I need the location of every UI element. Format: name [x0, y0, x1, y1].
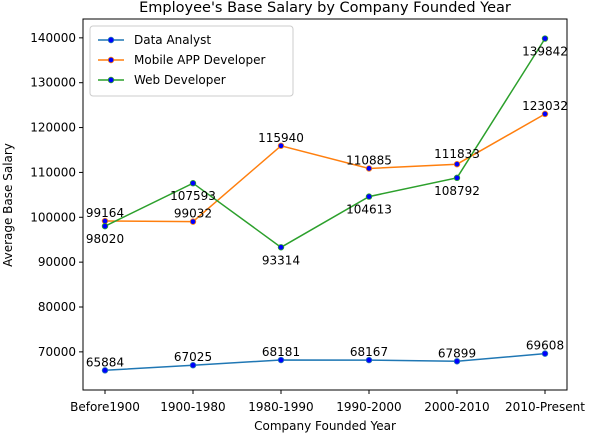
- x-tick-label: 1980-1990: [248, 400, 313, 414]
- data-point: [541, 350, 549, 357]
- legend-label: Data Analyst: [134, 33, 211, 47]
- data-label: 67025: [174, 350, 212, 364]
- x-axis-label: Company Founded Year: [254, 419, 396, 433]
- y-tick-label: 70000: [38, 345, 76, 359]
- data-point: [365, 356, 373, 364]
- data-point: [189, 180, 197, 187]
- data-point: [277, 244, 285, 251]
- data-label: 123032: [522, 99, 568, 113]
- legend-marker: [107, 36, 115, 44]
- data-label: 139842: [522, 45, 568, 59]
- legend: Data Analyst Mobile APP Developer Web Deve…: [89, 25, 294, 97]
- legend-label: Web Developer: [134, 73, 226, 87]
- x-tick-label: 1990-2000: [336, 400, 401, 414]
- data-point: [277, 356, 285, 364]
- y-tick-label: 130000: [30, 76, 76, 90]
- x-axis: Before1900 1900-1980 1980-1990 1990-2000 200…: [70, 390, 585, 414]
- data-label: 99032: [174, 207, 212, 221]
- legend-marker: [107, 76, 115, 84]
- data-point: [101, 367, 109, 374]
- x-tick-label: 1900-1980: [160, 400, 225, 414]
- legend-marker: [107, 56, 115, 64]
- data-label: 107593: [170, 189, 216, 203]
- y-axis: 70000 80000 90000 100000 110000 120000 130000 1…: [30, 31, 83, 359]
- data-label: 68181: [262, 345, 300, 359]
- data-label: 115940: [258, 131, 304, 145]
- data-point: [453, 174, 461, 182]
- y-tick-label: 100000: [30, 210, 76, 224]
- chart-title: Employee's Base Salary by Company Founde…: [139, 0, 511, 16]
- data-point: [453, 161, 461, 168]
- data-point: [365, 165, 373, 172]
- series-line: [104, 38, 546, 249]
- series-group: [101, 35, 549, 374]
- y-tick-label: 80000: [38, 300, 76, 314]
- data-point: [541, 110, 549, 118]
- data-label: 111833: [434, 147, 480, 161]
- data-label: 99164: [86, 206, 124, 220]
- data-point: [453, 358, 461, 365]
- data-point: [277, 142, 285, 149]
- data-label: 69608: [526, 339, 564, 353]
- y-tick-label: 90000: [38, 255, 76, 269]
- data-label: 68167: [350, 345, 388, 359]
- x-tick-label: Before1900: [70, 400, 140, 414]
- series-line: [104, 352, 546, 372]
- data-labels: 65884 67025 68181 68167 67899 69608 99164 99032…: [86, 45, 568, 370]
- plot-frame: [82, 18, 568, 391]
- data-point: [365, 193, 373, 200]
- data-label: 108792: [434, 184, 480, 198]
- data-point: [189, 362, 197, 369]
- data-label: 104613: [346, 203, 392, 217]
- y-tick-label: 120000: [30, 121, 76, 135]
- data-label: 98020: [86, 232, 124, 246]
- x-tick-label: 2000-2010: [424, 400, 489, 414]
- data-label: 65884: [86, 355, 124, 369]
- legend-label: Mobile APP Developer: [134, 53, 265, 67]
- data-label: 110885: [346, 153, 392, 167]
- data-point: [101, 222, 109, 230]
- data-label: 93314: [262, 253, 300, 267]
- y-tick-label: 110000: [30, 165, 76, 179]
- series-line: [104, 113, 546, 223]
- x-tick-label: 2010-Present: [505, 400, 585, 414]
- y-tick-label: 140000: [30, 31, 76, 45]
- data-point: [189, 218, 197, 225]
- legend-box: [89, 25, 294, 97]
- data-label: 67899: [438, 346, 476, 360]
- y-axis-label: Average Base Salary: [1, 143, 15, 267]
- data-point: [541, 35, 549, 42]
